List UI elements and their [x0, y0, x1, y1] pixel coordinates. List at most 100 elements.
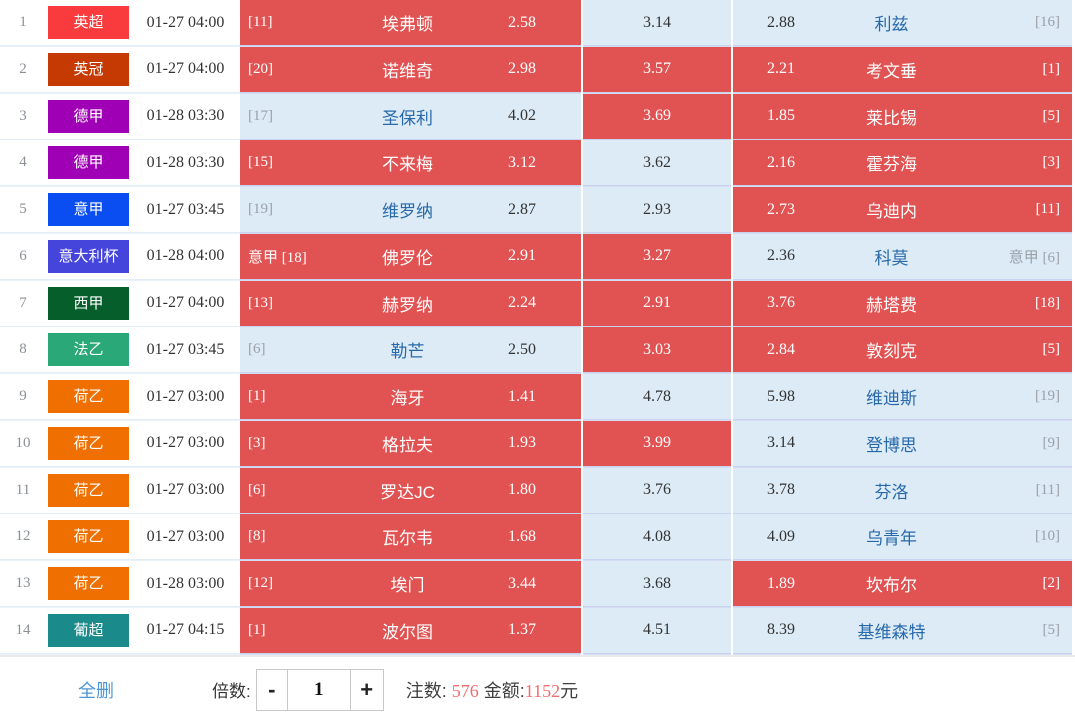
- match-time: 01-27 03:45: [146, 340, 225, 358]
- home-rank: [19]: [248, 201, 273, 217]
- home-odds: 1.93: [508, 434, 536, 452]
- away-rank: 意甲 [6]: [1008, 249, 1060, 266]
- draw-cell[interactable]: 3.57: [583, 46, 731, 92]
- home-cell[interactable]: [19] 维罗纳 2.87: [240, 187, 581, 232]
- home-odds: 1.37: [508, 621, 536, 639]
- home-team-name: 赫罗纳: [382, 295, 433, 315]
- home-rank: [6]: [248, 481, 266, 498]
- away-cell[interactable]: 2.88 利兹 [16]: [733, 0, 1072, 45]
- home-cell[interactable]: [13] 赫罗纳 2.24: [240, 280, 581, 326]
- home-cell[interactable]: [12] 埃门 3.44: [240, 561, 581, 606]
- away-cell[interactable]: 2.84 敦刻克 [5]: [733, 327, 1072, 373]
- away-cell[interactable]: 3.76 赫塔费 [18]: [733, 280, 1072, 326]
- match-table: 1 英超 01-27 04:00 [11] 埃弗顿 2.58 3.14 2.88…: [0, 0, 1075, 657]
- home-team-name: 诺维奇: [382, 61, 433, 81]
- away-cell[interactable]: 3.78 芬洛 [11]: [733, 467, 1072, 513]
- home-cell[interactable]: [11] 埃弗顿 2.58: [240, 0, 581, 45]
- home-cell[interactable]: [6] 勒芒 2.50: [240, 327, 581, 373]
- draw-cell[interactable]: 3.69: [583, 93, 731, 139]
- table-row: 13 荷乙 01-28 03:00 [12] 埃门 3.44 3.68 1.89…: [0, 561, 1075, 606]
- match-info: 7 西甲 01-27 04:00: [0, 280, 240, 326]
- match-info: 10 荷乙 01-27 03:00: [0, 420, 240, 466]
- home-rank: [3]: [248, 434, 266, 451]
- plus-button[interactable]: +: [360, 676, 374, 702]
- away-odds: 1.89: [767, 574, 795, 592]
- league-badge: 德甲: [48, 146, 129, 180]
- away-cell[interactable]: 1.89 坎布尔 [2]: [733, 561, 1072, 606]
- league-badge: 意大利杯: [48, 239, 129, 273]
- draw-odds: 3.69: [643, 107, 671, 124]
- away-cell[interactable]: 2.36 科莫 意甲 [6]: [733, 233, 1072, 279]
- league-badge-wrap: 荷乙: [46, 520, 131, 554]
- draw-cell[interactable]: 4.78: [583, 374, 731, 419]
- draw-cell[interactable]: 3.03: [583, 327, 731, 373]
- home-cell[interactable]: [6] 罗达JC 1.80: [240, 467, 581, 513]
- away-cell[interactable]: 2.16 霍芬海 [3]: [733, 140, 1072, 186]
- draw-cell[interactable]: 4.08: [583, 514, 731, 560]
- home-odds: 1.41: [508, 387, 536, 405]
- away-rank: [9]: [1042, 434, 1061, 451]
- away-rank: [11]: [1035, 481, 1060, 498]
- row-number: 13: [15, 575, 31, 591]
- amount-label: 金额:: [483, 680, 525, 701]
- home-cell[interactable]: [1] 波尔图 1.37: [240, 607, 581, 653]
- away-odds: 4.09: [767, 527, 795, 545]
- away-cell[interactable]: 3.14 登博思 [9]: [733, 420, 1072, 466]
- draw-cell[interactable]: 3.62: [583, 140, 731, 186]
- home-cell[interactable]: [1] 海牙 1.41: [240, 374, 581, 419]
- home-team-name: 埃弗顿: [382, 15, 433, 34]
- home-cell[interactable]: [17] 圣保利 4.02: [240, 93, 581, 139]
- away-rank: [16]: [1035, 14, 1060, 30]
- table-row: 11 荷乙 01-27 03:00 [6] 罗达JC 1.80 3.76 3.7…: [0, 467, 1075, 513]
- away-odds: 3.76: [767, 294, 795, 311]
- away-team-name: 霍芬海: [866, 155, 917, 175]
- league-badge-wrap: 德甲: [46, 99, 131, 133]
- delete-all-link[interactable]: 全删: [78, 680, 114, 701]
- draw-odds: 3.27: [643, 247, 671, 265]
- away-cell[interactable]: 1.85 莱比锡 [5]: [733, 93, 1072, 139]
- match-info: 5 意甲 01-27 03:45: [0, 187, 240, 232]
- stake-info: 注数: 576 金额:1152元: [406, 677, 578, 703]
- draw-cell[interactable]: 3.68: [583, 561, 731, 606]
- amount-value: 1152: [524, 680, 561, 701]
- draw-cell[interactable]: 2.91: [583, 280, 731, 326]
- draw-cell[interactable]: 3.76: [583, 467, 731, 513]
- draw-cell[interactable]: 3.27: [583, 233, 731, 279]
- away-cell[interactable]: 4.09 乌青年 [10]: [733, 514, 1072, 560]
- away-cell[interactable]: 8.39 基维森特 [5]: [733, 607, 1072, 653]
- match-info: 14 葡超 01-27 04:15: [0, 607, 240, 653]
- away-cell[interactable]: 5.98 维迪斯 [19]: [733, 374, 1072, 419]
- draw-cell[interactable]: 2.93: [583, 187, 731, 232]
- away-rank: [2]: [1042, 575, 1061, 591]
- match-info: 3 德甲 01-28 03:30: [0, 93, 240, 139]
- draw-cell[interactable]: 3.99: [583, 420, 731, 466]
- row-number: 12: [15, 528, 31, 545]
- away-odds: 3.14: [767, 434, 795, 452]
- home-cell[interactable]: [8] 瓦尔韦 1.68: [240, 514, 581, 560]
- away-rank: [5]: [1042, 621, 1061, 638]
- home-cell[interactable]: [20] 诺维奇 2.98: [240, 46, 581, 92]
- match-time: 01-27 03:00: [146, 434, 225, 452]
- home-cell[interactable]: 意甲 [18] 佛罗伦 2.91: [240, 233, 581, 279]
- row-number: 14: [15, 621, 31, 638]
- draw-odds: 3.62: [643, 153, 671, 171]
- league-badge-wrap: 德甲: [46, 146, 131, 180]
- minus-button[interactable]: -: [268, 676, 276, 702]
- away-team-name: 科莫: [874, 248, 909, 268]
- league-badge: 荷乙: [48, 426, 129, 460]
- multiplier-value[interactable]: 1: [286, 669, 351, 710]
- away-cell[interactable]: 2.21 考文垂 [1]: [733, 46, 1072, 92]
- draw-cell[interactable]: 3.14: [583, 0, 731, 45]
- home-odds: 2.50: [508, 340, 536, 358]
- home-cell[interactable]: [3] 格拉夫 1.93: [240, 420, 581, 466]
- league-badge: 英冠: [48, 52, 129, 86]
- away-rank: [19]: [1035, 388, 1060, 404]
- home-team-name: 瓦尔韦: [382, 529, 433, 549]
- row-number: 2: [19, 60, 27, 77]
- away-cell[interactable]: 2.73 乌迪内 [11]: [733, 187, 1072, 232]
- away-rank: [3]: [1042, 154, 1061, 171]
- home-cell[interactable]: [15] 不来梅 3.12: [240, 140, 581, 186]
- draw-cell[interactable]: 4.51: [583, 607, 731, 653]
- match-time: 01-27 04:00: [146, 60, 225, 78]
- away-odds: 2.88: [767, 13, 795, 31]
